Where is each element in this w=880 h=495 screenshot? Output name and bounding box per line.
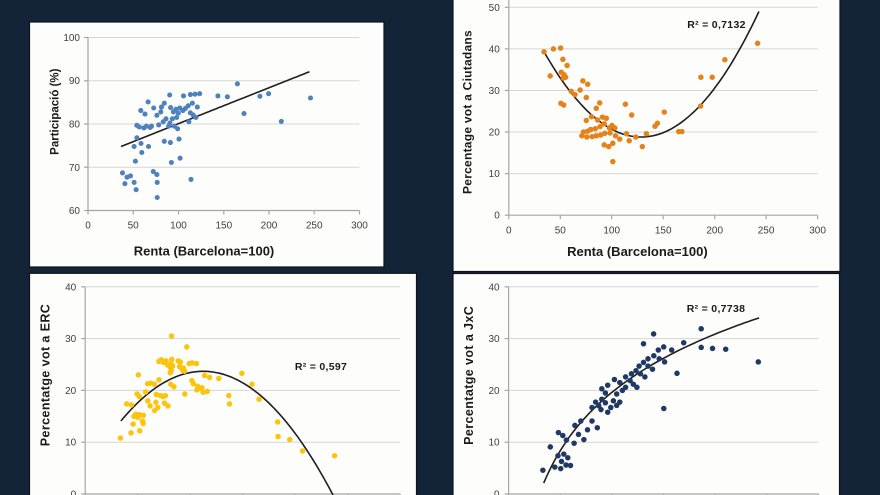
svg-text:70: 70 <box>69 163 81 174</box>
svg-text:40: 40 <box>488 282 500 293</box>
svg-text:90: 90 <box>69 76 81 87</box>
svg-text:20: 20 <box>65 386 77 397</box>
svg-text:150: 150 <box>215 221 232 232</box>
svg-text:R² = 0,7738: R² = 0,7738 <box>687 303 745 315</box>
svg-text:100: 100 <box>170 221 187 232</box>
svg-text:40: 40 <box>489 44 501 55</box>
svg-text:100: 100 <box>603 225 620 236</box>
svg-text:0: 0 <box>494 211 500 222</box>
svg-text:20: 20 <box>489 128 501 139</box>
svg-text:R² = 0,597: R² = 0,597 <box>295 361 347 373</box>
svg-text:Percentatge vot a ERC: Percentatge vot a ERC <box>38 304 52 446</box>
svg-text:300: 300 <box>809 225 826 236</box>
svg-text:250: 250 <box>758 225 775 236</box>
svg-text:20: 20 <box>488 386 500 397</box>
svg-text:10: 10 <box>488 438 500 449</box>
svg-text:50: 50 <box>555 225 567 236</box>
svg-text:250: 250 <box>306 221 323 232</box>
svg-text:30: 30 <box>65 334 77 345</box>
svg-text:40: 40 <box>65 282 77 293</box>
svg-text:Participació (%): Participació (%) <box>49 68 61 154</box>
svg-text:100: 100 <box>63 33 80 44</box>
svg-text:Percentage vot a Ciutadans: Percentage vot a Ciutadans <box>461 30 475 194</box>
svg-text:Renta (Barcelona=100): Renta (Barcelona=100) <box>567 244 708 259</box>
svg-text:200: 200 <box>706 225 723 236</box>
svg-text:10: 10 <box>65 438 77 449</box>
svg-text:60: 60 <box>69 206 81 217</box>
svg-text:50: 50 <box>489 3 501 14</box>
svg-text:300: 300 <box>351 221 368 232</box>
svg-text:150: 150 <box>655 225 672 236</box>
svg-text:30: 30 <box>488 334 500 345</box>
svg-text:0: 0 <box>85 221 91 232</box>
svg-text:200: 200 <box>261 221 278 232</box>
svg-text:0: 0 <box>494 490 500 495</box>
svg-text:80: 80 <box>69 120 81 131</box>
svg-text:Renta (Barcelona=100): Renta (Barcelona=100) <box>134 244 275 259</box>
svg-text:10: 10 <box>489 169 501 180</box>
svg-text:0: 0 <box>71 490 77 495</box>
svg-text:0: 0 <box>506 225 512 236</box>
svg-text:30: 30 <box>489 86 501 97</box>
svg-text:50: 50 <box>128 221 140 232</box>
svg-text:Percentatge vot a JxC: Percentatge vot a JxC <box>462 306 476 445</box>
svg-text:R² = 0,7132: R² = 0,7132 <box>687 19 745 31</box>
